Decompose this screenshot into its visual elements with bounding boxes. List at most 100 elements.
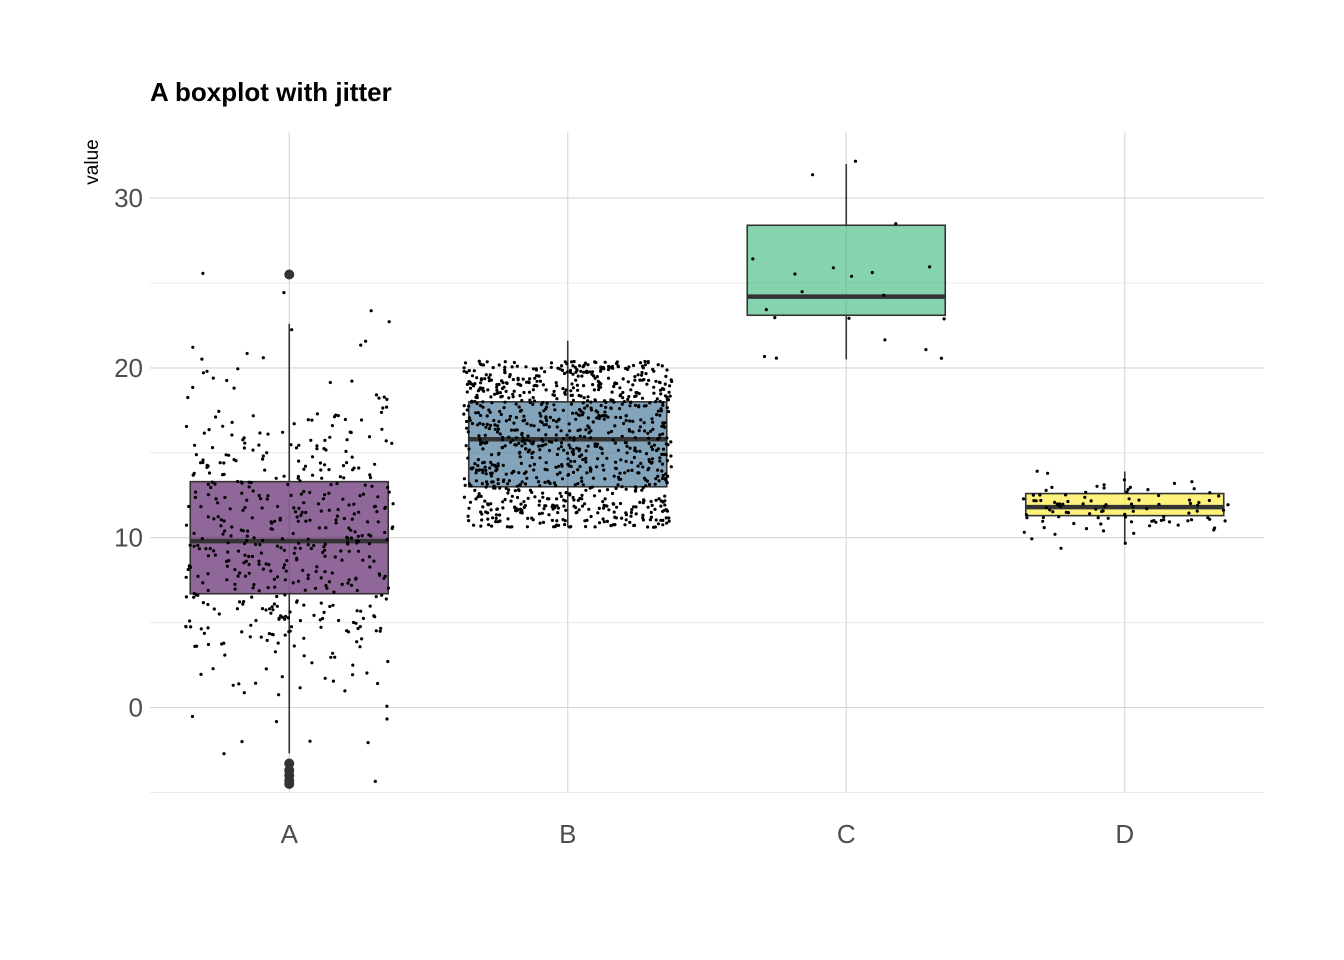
jitter-point (609, 398, 613, 402)
jitter-point (654, 477, 658, 481)
jitter-point (528, 488, 533, 492)
jitter-point (241, 602, 245, 606)
jitter-point (659, 499, 663, 503)
outlier-point (284, 778, 295, 789)
jitter-point (1102, 486, 1106, 490)
jitter-point (271, 608, 275, 612)
jitter-point (345, 629, 349, 633)
jitter-point (667, 410, 671, 414)
jitter-point (506, 491, 510, 495)
jitter-point (306, 573, 310, 577)
jitter-point (511, 377, 515, 382)
jitter-point (1189, 518, 1194, 522)
jitter-point (667, 519, 671, 523)
jitter-point (870, 270, 874, 275)
jitter-point (323, 438, 327, 442)
jitter-point (582, 384, 586, 388)
jitter-point (652, 443, 657, 447)
jitter-point (605, 456, 609, 460)
jitter-point (642, 476, 647, 480)
jitter-point (545, 419, 549, 423)
y-tick-label: 20 (114, 353, 143, 383)
jitter-point (611, 366, 615, 370)
jitter-point (498, 432, 502, 436)
jitter-point (186, 395, 190, 400)
jitter-point (588, 370, 592, 374)
jitter-point (641, 501, 645, 505)
jitter-point (623, 471, 627, 475)
jitter-point (620, 516, 624, 520)
jitter-point (201, 371, 205, 375)
jitter-point (323, 554, 327, 558)
jitter-point (1132, 531, 1136, 536)
jitter-point (355, 640, 359, 644)
jitter-point (580, 493, 584, 497)
jitter-point (361, 616, 365, 621)
jitter-point (531, 518, 535, 522)
jitter-point (614, 466, 619, 471)
jitter-point (347, 503, 351, 507)
jitter-point (1145, 507, 1149, 511)
jitter-point (636, 464, 640, 468)
jitter-point (230, 433, 234, 437)
jitter-point (225, 378, 229, 383)
jitter-point (600, 447, 604, 451)
jitter-point (306, 537, 310, 541)
jitter-point (652, 385, 656, 389)
jitter-point (489, 471, 493, 475)
jitter-point (597, 413, 601, 418)
jitter-point (480, 468, 485, 472)
jitter-point (606, 415, 610, 419)
jitter-point (496, 427, 501, 431)
jitter-point (479, 404, 483, 408)
jitter-point (353, 530, 357, 534)
jitter-point (240, 491, 244, 495)
jitter-point (646, 505, 650, 509)
jitter-point (640, 373, 644, 377)
jitter-point (528, 464, 532, 468)
jitter-point (570, 360, 574, 364)
jitter-point (626, 380, 630, 384)
jitter-point (519, 502, 523, 506)
jitter-point (551, 393, 555, 397)
jitter-point (281, 430, 285, 434)
jitter-point (293, 510, 298, 514)
jitter-point (251, 448, 255, 452)
jitter-point (667, 390, 671, 394)
jitter-point (319, 576, 323, 580)
jitter-point (297, 443, 301, 447)
jitter-point (315, 565, 319, 569)
jitter-point (346, 581, 350, 585)
jitter-point (550, 518, 555, 523)
jitter-point (518, 483, 522, 487)
jitter-point (216, 515, 220, 519)
jitter-point (233, 582, 237, 586)
jitter-point (310, 418, 314, 422)
jitter-point (378, 573, 382, 577)
jitter-point (538, 448, 542, 452)
jitter-point (646, 468, 650, 472)
jitter-point (367, 533, 371, 537)
jitter-point (189, 625, 193, 629)
jitter-point (1041, 515, 1045, 520)
jitter-point (534, 374, 539, 378)
jitter-point (541, 383, 546, 387)
jitter-point (517, 441, 521, 445)
jitter-point (254, 681, 258, 685)
jitter-point (516, 376, 520, 380)
jitter-point (257, 562, 261, 566)
jitter-point (648, 518, 653, 522)
jitter-point (368, 476, 373, 480)
jitter-point (656, 447, 660, 451)
jitter-point (571, 398, 576, 402)
jitter-point (531, 388, 536, 392)
jitter-point (245, 498, 249, 502)
jitter-point (286, 616, 290, 620)
jitter-point (1176, 523, 1180, 527)
jitter-point (580, 479, 584, 483)
jitter-point (276, 504, 280, 509)
y-tick-labels: 0 10 20 30 (114, 183, 143, 722)
jitter-point (493, 423, 497, 427)
jitter-point (306, 418, 310, 422)
jitter-point (216, 501, 220, 505)
